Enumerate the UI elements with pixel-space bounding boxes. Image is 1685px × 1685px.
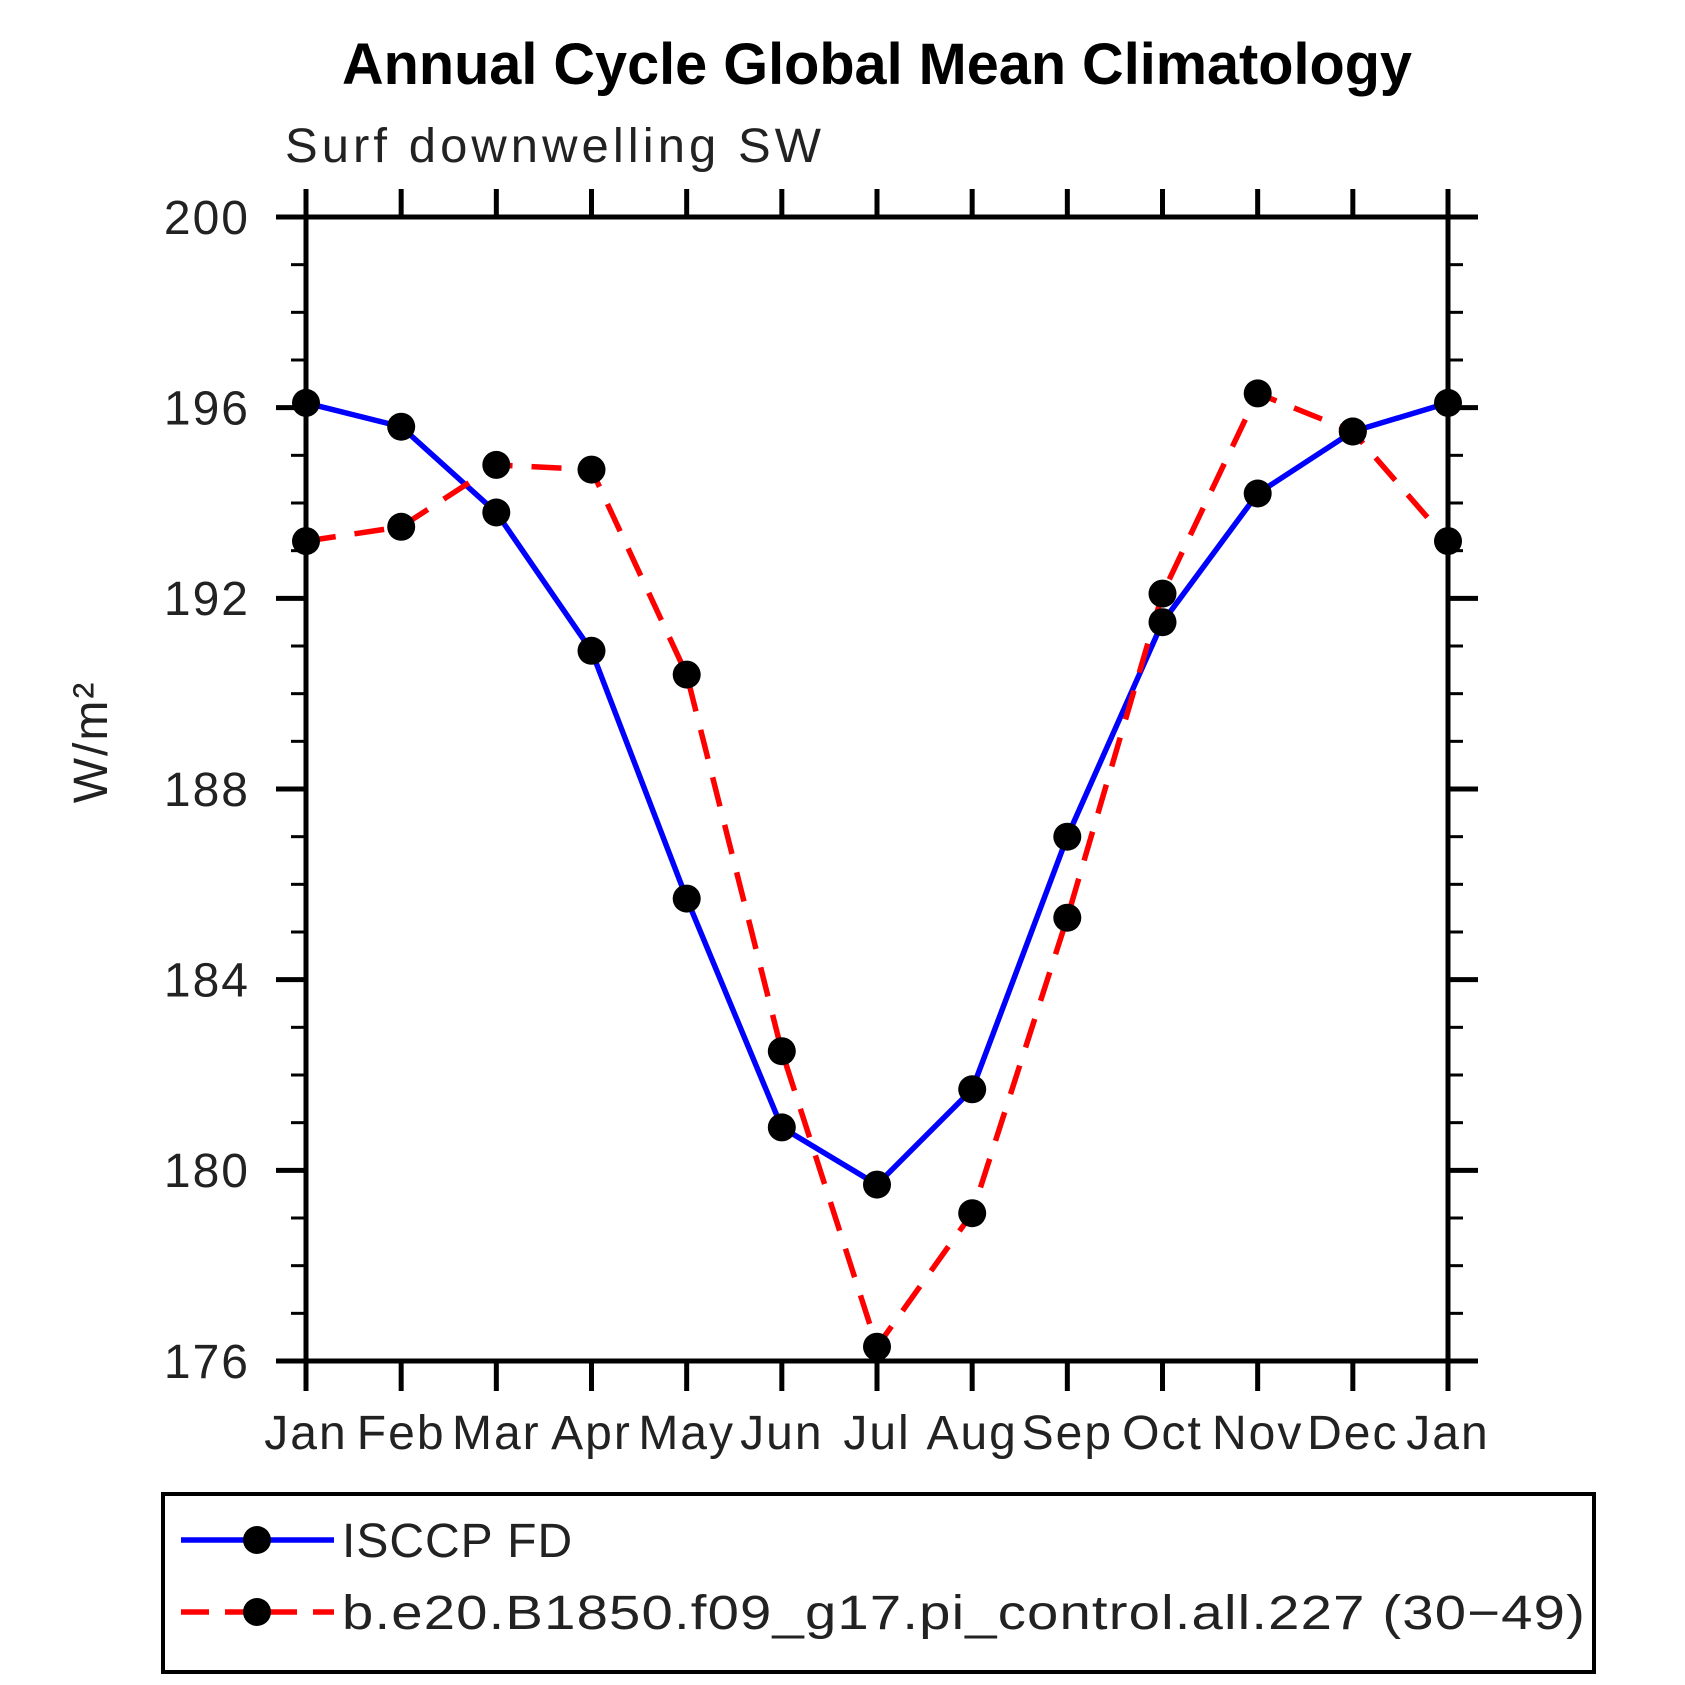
data-point-marker-s1 [292, 527, 320, 556]
legend-label-isccp: ISCCP FD [342, 1515, 573, 1568]
x-tick-label: Feb [357, 1407, 446, 1460]
data-point-marker-s1 [672, 660, 701, 689]
x-tick-label: Apr [551, 1407, 632, 1460]
legend: ISCCP FD b.e20.B1850.f09_g17.pi_control.… [161, 1492, 1596, 1674]
data-point-marker-s0 [863, 1170, 891, 1199]
y-tick-label: 188 [164, 764, 250, 817]
data-point-marker-s0 [767, 1113, 796, 1142]
x-tick-label: May [638, 1407, 735, 1460]
data-point-marker-s0 [577, 636, 606, 665]
data-point-marker-s1 [863, 1332, 891, 1361]
y-tick-label: 196 [164, 382, 250, 435]
data-point-marker-s0 [292, 388, 320, 417]
x-tick-label: Jan [1406, 1407, 1489, 1460]
y-tick-label: 176 [164, 1336, 250, 1389]
data-point-marker-s0 [1053, 822, 1082, 851]
data-point-marker-s1 [1338, 417, 1367, 446]
chart-title: Annual Cycle Global Mean Climatology [342, 32, 1412, 97]
y-axis-label: W/m² [65, 681, 118, 804]
data-point-marker-s0 [1148, 608, 1177, 637]
series-line-0 [305, 400, 1449, 1189]
data-point-marker-s0 [1243, 479, 1272, 508]
legend-entry-isccp: ISCCP FD [181, 1515, 573, 1568]
data-point-marker-s1 [387, 512, 416, 541]
data-point-marker-s1 [767, 1037, 796, 1066]
data-point-marker-s1 [1243, 379, 1272, 408]
data-point-marker-s1 [1434, 527, 1462, 556]
data-point-marker-s1 [1053, 903, 1082, 932]
x-tick-label: Mar [452, 1407, 541, 1460]
legend-entry-model: b.e20.B1850.f09_g17.pi_control.all.227 (… [181, 1587, 1586, 1640]
data-point-marker-s0 [387, 412, 416, 441]
x-tick-label: Sep [1022, 1407, 1113, 1460]
x-tick-label: Nov [1212, 1407, 1303, 1460]
data-point-marker-s0 [958, 1075, 987, 1104]
data-point-marker-s1 [482, 450, 511, 479]
x-tick-label: Jul [843, 1407, 910, 1460]
series-line-1 [305, 389, 1451, 1353]
legend-marker-dot [243, 1526, 271, 1554]
x-tick-label: Jun [740, 1407, 823, 1460]
data-point-marker-s0 [672, 884, 701, 913]
y-tick-label: 192 [164, 573, 250, 626]
y-tick-label: 180 [164, 1145, 250, 1198]
data-point-marker-s1 [958, 1199, 987, 1228]
y-tick-label: 184 [164, 954, 250, 1007]
y-tick-label: 200 [164, 192, 250, 245]
legend-box [161, 1492, 1596, 1674]
data-point-marker-s1 [577, 455, 606, 484]
data-point-marker-s0 [1434, 388, 1462, 417]
data-point-marker-s0 [482, 498, 511, 527]
legend-label-model: b.e20.B1850.f09_g17.pi_control.all.227 (… [342, 1587, 1586, 1640]
chart-subtitle: Surf downwelling SW [285, 120, 825, 173]
x-tick-label: Jan [264, 1407, 347, 1460]
x-tick-label: Dec [1307, 1407, 1398, 1460]
x-tick-label: Aug [926, 1407, 1017, 1460]
legend-marker-dot [243, 1598, 271, 1626]
data-point-marker-s1 [1148, 579, 1177, 608]
x-tick-label: Oct [1122, 1407, 1203, 1460]
